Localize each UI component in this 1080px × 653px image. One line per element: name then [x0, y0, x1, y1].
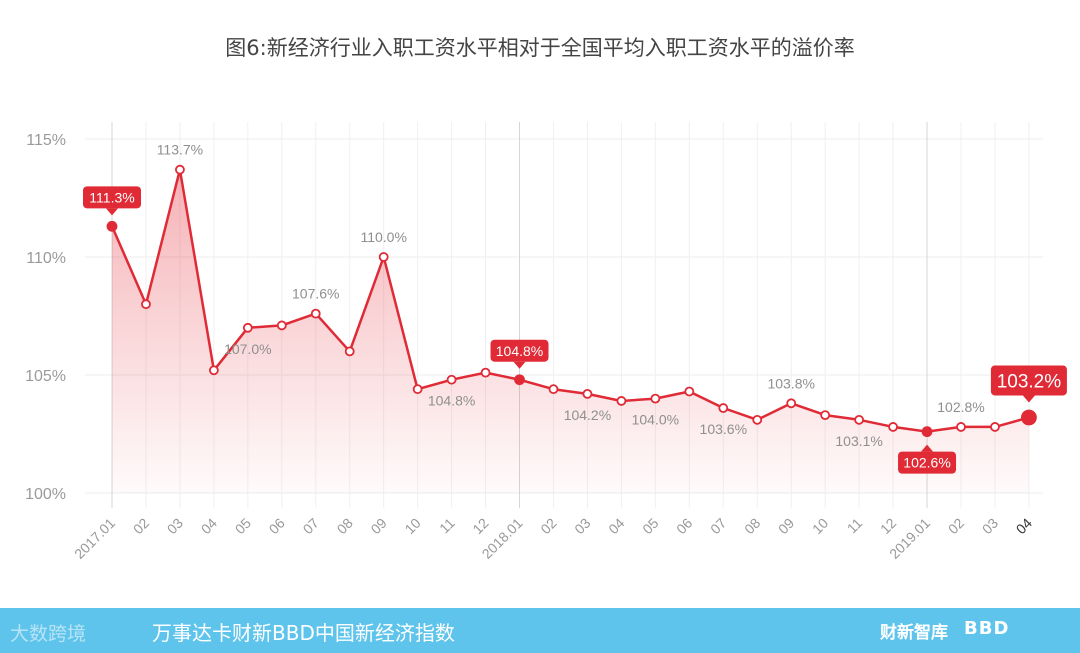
x-tick-label: 08	[741, 515, 763, 537]
x-tick-label: 03	[979, 515, 1001, 537]
x-tick-label: 02	[130, 515, 152, 537]
x-tick-label: 2017.01	[71, 515, 118, 562]
series-area	[112, 169, 1029, 493]
callout-label: 102.6%	[903, 455, 950, 471]
data-point	[854, 414, 865, 425]
x-tick-label: 11	[844, 515, 866, 537]
data-label: 107.6%	[292, 286, 339, 302]
callout-pointer	[1022, 395, 1035, 403]
x-tick-label: 04	[605, 515, 627, 537]
y-tick-label: 110%	[26, 250, 66, 267]
data-point	[412, 384, 423, 395]
x-tick-label: 03	[164, 515, 186, 537]
data-label: 104.8%	[428, 393, 475, 409]
data-point	[820, 410, 831, 421]
bbd-logo: BBD	[964, 618, 1010, 639]
data-point	[650, 393, 661, 404]
data-points	[106, 164, 1037, 438]
premium-rate-chart: 100% 105% 110% 115% 2017.01 02 03 04 05 06 07 08 09…	[25, 122, 1067, 562]
callout-bubble: 104.8%	[490, 339, 549, 369]
x-tick-label: 03	[571, 515, 593, 537]
data-point	[582, 388, 593, 399]
x-tick-label: 08	[334, 515, 356, 537]
data-label: 103.1%	[835, 433, 882, 449]
footer-caption: 万事达卡财新BBD中国新经济指数	[152, 621, 455, 645]
x-tick-label: 09	[367, 515, 389, 537]
x-tick-label: 07	[707, 515, 729, 537]
x-tick-label: 09	[775, 515, 797, 537]
footer-bar: 大数跨境 万事达卡财新BBD中国新经济指数 财新智库 BBD	[0, 608, 1080, 653]
callout-box	[990, 365, 1067, 396]
x-tick-label: 05	[639, 515, 661, 537]
data-point	[514, 374, 525, 386]
data-point	[921, 426, 933, 438]
callout-box	[83, 186, 141, 209]
callouts: 111.3% 104.8% 102.6% 103.2%	[83, 186, 1067, 474]
y-tick-label: 105%	[25, 368, 66, 385]
callout-pointer	[106, 208, 118, 216]
data-point	[310, 308, 321, 319]
data-point	[106, 220, 118, 232]
data-point	[480, 367, 491, 378]
data-label: 107.0%	[224, 341, 271, 357]
x-tick-label: 02	[945, 515, 967, 537]
x-tick-label: 07	[300, 515, 322, 537]
x-tick-label: 05	[232, 515, 254, 537]
data-label: 103.8%	[767, 375, 814, 391]
x-tick-label: 02	[537, 515, 559, 537]
x-tick-label: 12	[469, 515, 491, 537]
y-tick-label: 115%	[26, 132, 66, 149]
callout-label: 111.3%	[89, 189, 134, 205]
data-point	[548, 384, 559, 395]
data-point	[990, 422, 1000, 432]
callout-box	[490, 339, 549, 362]
data-point	[242, 322, 253, 333]
caixin-logo: 财新智库	[880, 623, 948, 643]
data-label: 104.0%	[632, 412, 679, 428]
data-point	[378, 252, 389, 262]
callout-bubble: 102.6%	[898, 444, 957, 474]
data-label: 103.6%	[700, 421, 747, 437]
data-point	[888, 422, 898, 432]
watermark: 大数跨境	[10, 623, 87, 645]
data-point	[786, 398, 797, 409]
callout-bubble: 103.2%	[990, 365, 1067, 403]
data-point	[175, 164, 185, 175]
data-point	[276, 320, 287, 331]
data-point	[1021, 409, 1037, 426]
data-label: 113.7%	[157, 142, 203, 158]
x-tick-label: 10	[809, 515, 831, 537]
x-tick-label: 10	[401, 515, 423, 537]
callout-label: 104.8%	[496, 343, 543, 359]
x-tick-label: 06	[266, 515, 288, 537]
y-axis: 100% 105% 110% 115%	[25, 132, 66, 503]
x-tick-label: 12	[877, 515, 899, 537]
x-tick-label: 06	[673, 515, 695, 537]
data-labels: 113.7% 107.0% 107.6% 110.0% 104.8% 104.2% 104.…	[157, 142, 985, 449]
data-point	[956, 422, 966, 432]
x-tick-label: 11	[436, 515, 458, 537]
callout-box	[898, 451, 957, 474]
data-point	[208, 365, 219, 376]
data-point	[446, 374, 457, 385]
data-point	[616, 396, 627, 406]
data-point	[141, 299, 151, 310]
data-point	[684, 386, 695, 397]
chart-title: 图6:新经济行业入职工资水平相对于全国平均入职工资水平的溢价率	[225, 36, 855, 60]
data-label: 110.0%	[360, 229, 406, 245]
data-label: 102.8%	[937, 399, 984, 415]
callout-label: 103.2%	[997, 371, 1062, 392]
x-tick-label: 04	[198, 515, 220, 537]
data-label: 104.2%	[564, 407, 611, 423]
series-line	[110, 168, 1030, 433]
callout-bubble: 111.3%	[83, 186, 141, 216]
callout-pointer	[921, 444, 934, 452]
x-tick-label: 04	[1013, 515, 1035, 537]
callout-pointer	[513, 361, 526, 369]
data-point	[752, 414, 763, 425]
data-point	[344, 346, 355, 357]
y-tick-label: 100%	[25, 486, 66, 503]
data-point	[718, 403, 729, 413]
